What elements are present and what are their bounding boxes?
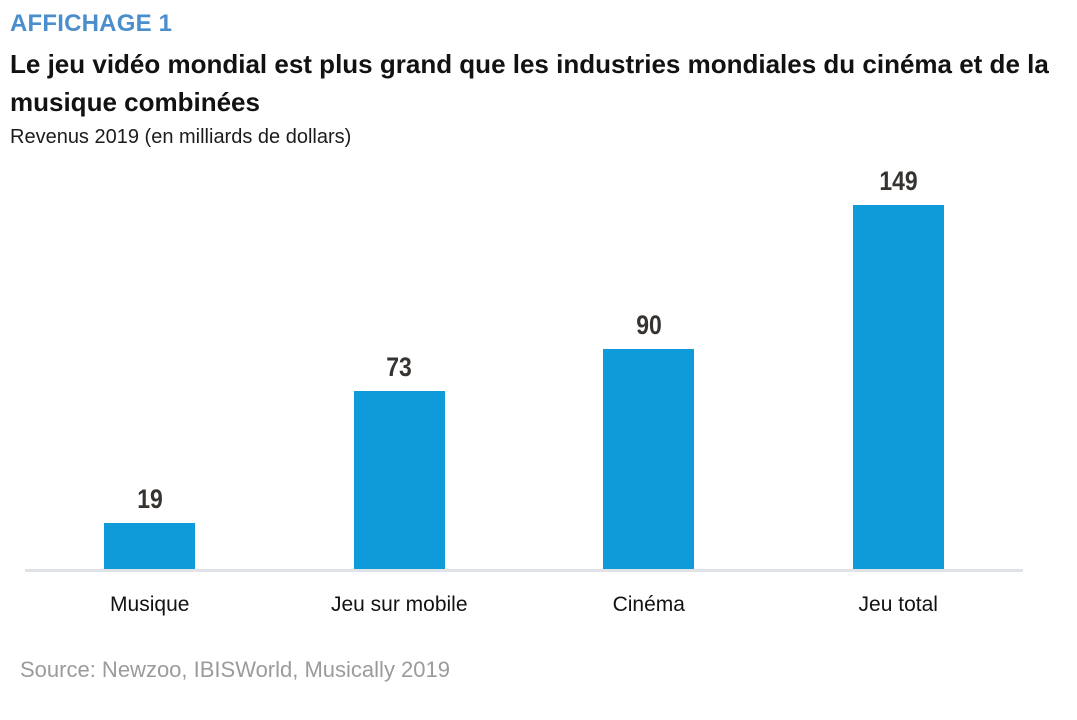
bar-slot-jeu-total: 149 <box>774 166 1024 569</box>
x-axis-labels: Musique Jeu sur mobile Cinéma Jeu total <box>25 593 1023 617</box>
bar-cinema <box>603 349 695 569</box>
bar-slot-musique: 19 <box>25 484 275 569</box>
bar-value-label-musique: 19 <box>136 484 163 514</box>
bar-jeu-sur-mobile <box>353 391 445 569</box>
category-label-jeu-total: Jeu total <box>858 593 938 616</box>
category-label-musique: Musique <box>110 593 190 616</box>
plot-area: 19 73 90 149 <box>25 157 1023 569</box>
category-label-cinema: Cinéma <box>612 593 685 616</box>
chart-title: Le jeu vidéo mondial est plus grand que … <box>10 49 1049 117</box>
bar-slot-cinema: 90 <box>524 310 774 569</box>
bar-value-label-cinema: 90 <box>635 310 662 340</box>
bar-value-label-jeu-sur-mobile: 73 <box>386 352 413 382</box>
bar-musique <box>104 523 196 569</box>
source-note: Source: Newzoo, IBISWorld, Musically 201… <box>20 657 450 682</box>
bar-jeu-total <box>852 205 944 569</box>
bar-slot-jeu-sur-mobile: 73 <box>275 352 525 569</box>
bar-value-label-jeu-total: 149 <box>879 166 918 196</box>
x-axis-line <box>25 569 1023 572</box>
figure-label: AFFICHAGE 1 <box>10 10 173 37</box>
category-label-jeu-sur-mobile: Jeu sur mobile <box>330 593 468 616</box>
bar-chart: 19 73 90 149 Musique Jeu sur mobile Cinéma Jeu… <box>25 157 1023 617</box>
chart-subtitle: Revenus 2019 (en milliards de dollars) <box>10 126 352 148</box>
